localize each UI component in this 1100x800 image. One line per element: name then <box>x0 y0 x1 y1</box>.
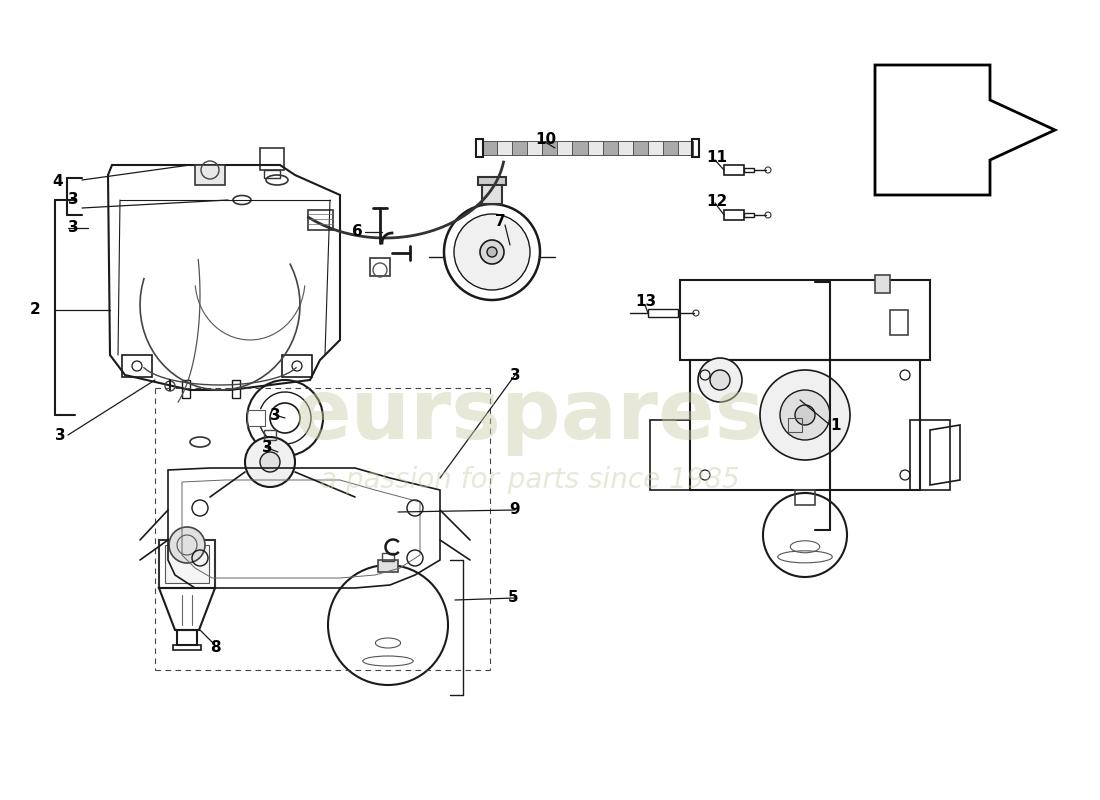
Text: 11: 11 <box>706 150 727 166</box>
Bar <box>232 380 240 398</box>
Text: 3: 3 <box>55 427 66 442</box>
Bar <box>282 355 312 377</box>
Bar <box>558 141 572 155</box>
Text: 3: 3 <box>68 193 78 207</box>
Text: eurspares: eurspares <box>295 374 766 455</box>
Bar <box>692 139 698 157</box>
Text: 8: 8 <box>210 641 221 655</box>
Bar <box>617 141 632 155</box>
Text: 6: 6 <box>352 225 363 239</box>
Bar <box>497 141 513 155</box>
Circle shape <box>245 437 295 487</box>
Bar <box>160 540 215 588</box>
Bar <box>744 213 754 217</box>
Text: 10: 10 <box>535 133 557 147</box>
Bar <box>382 553 394 561</box>
Circle shape <box>760 370 850 460</box>
Text: a passion for parts since 1985: a passion for parts since 1985 <box>320 466 740 494</box>
Text: 9: 9 <box>509 502 519 518</box>
Circle shape <box>780 390 830 440</box>
Circle shape <box>480 240 504 264</box>
Text: 3: 3 <box>510 367 520 382</box>
Circle shape <box>260 452 280 472</box>
Bar <box>370 258 390 276</box>
Bar <box>476 139 483 157</box>
Bar <box>632 141 648 155</box>
Bar <box>182 380 190 398</box>
Bar <box>663 141 678 155</box>
Text: 13: 13 <box>635 294 656 310</box>
Circle shape <box>169 527 205 563</box>
Bar <box>513 141 527 155</box>
Bar <box>264 430 276 440</box>
Bar <box>542 141 558 155</box>
Bar <box>478 177 506 185</box>
Circle shape <box>698 358 742 402</box>
Text: 7: 7 <box>495 214 506 230</box>
Circle shape <box>487 247 497 257</box>
Bar <box>308 210 333 230</box>
Bar <box>890 310 908 335</box>
Bar <box>795 490 815 505</box>
Circle shape <box>710 370 730 390</box>
Bar <box>165 545 209 583</box>
Text: 2: 2 <box>30 302 41 318</box>
Bar <box>788 418 802 432</box>
Bar <box>744 168 754 172</box>
Text: 1: 1 <box>830 418 840 433</box>
Text: 3: 3 <box>270 407 280 422</box>
Bar <box>680 280 930 360</box>
Bar <box>587 141 603 155</box>
Bar <box>648 309 678 317</box>
Bar <box>603 141 617 155</box>
Text: 5: 5 <box>508 590 518 606</box>
Text: 4: 4 <box>52 174 63 190</box>
Bar <box>122 355 152 377</box>
Bar <box>173 645 201 650</box>
Bar <box>690 360 920 490</box>
Bar <box>177 630 197 645</box>
Bar <box>874 275 890 293</box>
Bar <box>724 165 744 175</box>
Bar <box>195 165 226 185</box>
Bar <box>527 141 542 155</box>
Bar <box>678 141 693 155</box>
Bar <box>648 141 663 155</box>
Bar <box>482 141 497 155</box>
Bar <box>264 170 280 178</box>
Circle shape <box>454 214 530 290</box>
Text: 3: 3 <box>68 221 78 235</box>
Bar <box>260 148 284 170</box>
Circle shape <box>795 405 815 425</box>
Bar <box>724 210 744 220</box>
Text: 12: 12 <box>706 194 727 210</box>
Text: 3: 3 <box>262 439 273 454</box>
Bar <box>572 141 587 155</box>
Bar <box>482 182 502 204</box>
Bar <box>378 560 398 572</box>
